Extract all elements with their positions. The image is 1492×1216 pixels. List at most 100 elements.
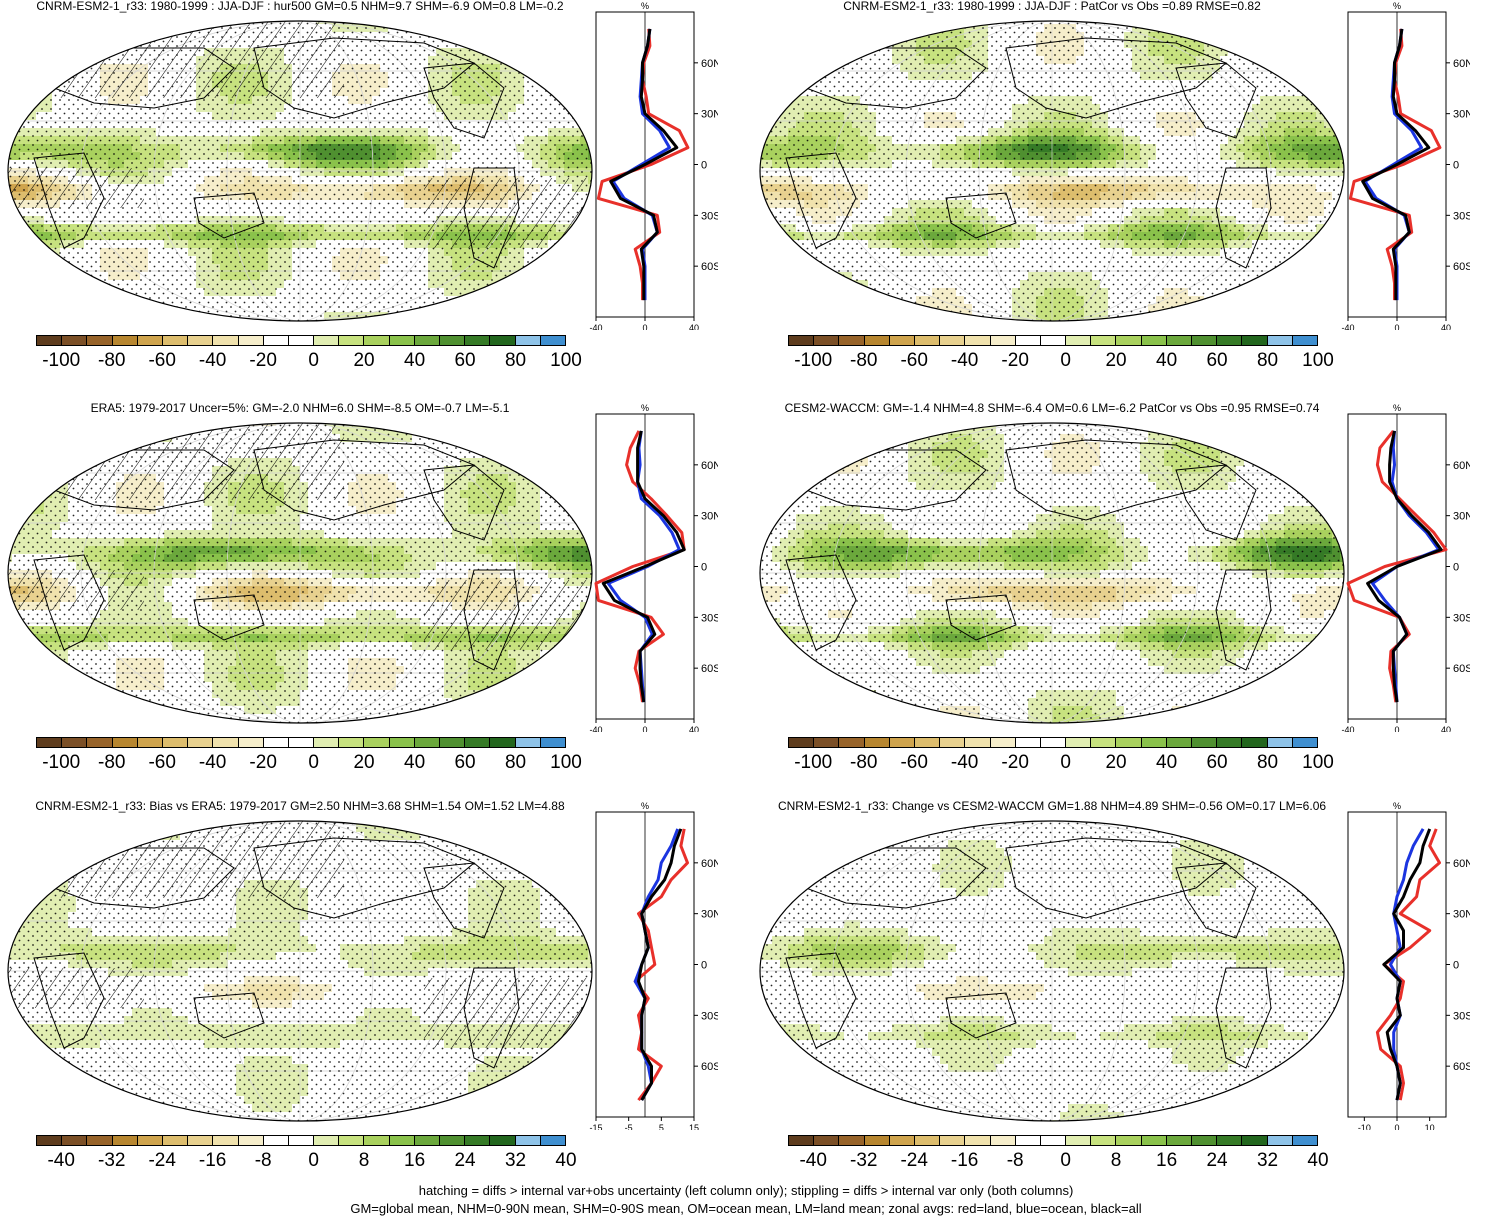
colorbar-tick-label: 80 — [505, 350, 526, 372]
zonal-unit: % — [641, 403, 649, 413]
colorbar-tick-label: 60 — [1206, 752, 1227, 774]
colorbar-tick-label: 16 — [404, 1150, 425, 1172]
colorbar-tick-label: 32 — [1257, 1150, 1278, 1172]
zonal-x-tick-label: 40 — [1441, 323, 1451, 330]
colorbar-tick-label: -32 — [850, 1150, 877, 1172]
colorbar-tick-label: 0 — [1060, 1150, 1071, 1172]
colorbar-tick-label: 80 — [1257, 752, 1278, 774]
panel-1: CNRM-ESM2-1_r33: 1980-1999 : JJA-DJF : h… — [0, 0, 720, 385]
colorbar-tick-label: 0 — [308, 350, 319, 372]
map — [4, 808, 596, 1126]
panel-4: CESM2-WACCM: GM=-1.4 NHM=4.8 SHM=-6.4 OM… — [752, 402, 1472, 787]
zonal-x-tick-label: -15 — [589, 1123, 602, 1130]
colorbar-tick-label: -8 — [1007, 1150, 1024, 1172]
zonal-x-tick-label: 5 — [659, 1123, 664, 1130]
colorbar-tick-label: -20 — [1001, 350, 1028, 372]
map — [4, 8, 596, 326]
colorbar-tick-label: -100 — [794, 350, 832, 372]
colorbar-tick-label: -80 — [850, 350, 877, 372]
colorbar-tick-label: 100 — [550, 752, 582, 774]
map — [4, 410, 596, 728]
colorbar-tick-label: 20 — [1105, 350, 1126, 372]
colorbar-tick-label: -20 — [249, 752, 276, 774]
lat-tick-label: 30S — [1453, 1010, 1470, 1022]
colorbar-tick-label: 20 — [353, 752, 374, 774]
colorbar-tick-label: 40 — [404, 752, 425, 774]
colorbar-tick-label: -40 — [951, 350, 978, 372]
zonal-x-tick-label: 40 — [689, 725, 699, 732]
colorbar-tick-label: 24 — [1206, 1150, 1227, 1172]
zonal-x-tick-label: -5 — [625, 1123, 633, 1130]
zonal-unit: % — [641, 1, 649, 11]
colorbar-tick-label: 100 — [1302, 752, 1334, 774]
colorbar-tick-label: 100 — [1302, 350, 1334, 372]
lat-tick-label: 30N — [1453, 511, 1470, 523]
lat-tick-label: 60S — [701, 1061, 718, 1073]
colorbar-tick-label: 40 — [1307, 1150, 1328, 1172]
colorbar-tick-label: -24 — [148, 1150, 175, 1172]
colorbar-tick-label: -100 — [42, 752, 80, 774]
colorbar-tick-label: 40 — [1156, 752, 1177, 774]
colorbar-tick-label: 24 — [454, 1150, 475, 1172]
colorbar-tick-label: 100 — [550, 350, 582, 372]
colorbar-tick-label: 60 — [454, 752, 475, 774]
colorbar-tick-label: -16 — [199, 1150, 226, 1172]
lat-tick-label: 30N — [701, 909, 718, 921]
lat-tick-label: 60N — [701, 58, 718, 70]
zonal-x-tick-label: 40 — [1441, 725, 1451, 732]
colorbar-tick-label: -80 — [850, 752, 877, 774]
lat-tick-label: 0 — [1453, 160, 1459, 172]
lat-tick-label: 60N — [1453, 460, 1470, 472]
colorbar-tick-label: -20 — [249, 350, 276, 372]
map — [756, 808, 1348, 1126]
colorbar-tick-label: -100 — [42, 350, 80, 372]
lat-tick-label: 30S — [701, 612, 718, 624]
lat-tick-label: 60N — [1453, 858, 1470, 870]
colorbar-tick-label: 40 — [404, 350, 425, 372]
colorbar-tick-label: 16 — [1156, 1150, 1177, 1172]
colorbar-tick-label: 8 — [359, 1150, 370, 1172]
colorbar-tick-label: -40 — [47, 1150, 74, 1172]
panel-6: CNRM-ESM2-1_r33: Change vs CESM2-WACCM G… — [752, 800, 1472, 1185]
colorbar-tick-label: -80 — [98, 350, 125, 372]
colorbar-tick-label: -40 — [951, 752, 978, 774]
colorbar-tick-label: -60 — [900, 350, 927, 372]
lat-tick-label: 30S — [1453, 210, 1470, 222]
zonal-x-tick-label: 0 — [1394, 323, 1399, 330]
lat-tick-label: 60S — [1453, 663, 1470, 675]
zonal-x-tick-label: 40 — [689, 323, 699, 330]
colorbar-tick-label: -8 — [255, 1150, 272, 1172]
footnote-line-1: hatching = diffs > internal var+obs unce… — [0, 1183, 1492, 1198]
map — [756, 8, 1348, 326]
colorbar-tick-label: -20 — [1001, 752, 1028, 774]
lat-tick-label: 60S — [701, 261, 718, 273]
colorbar-tick-label: 0 — [308, 1150, 319, 1172]
zonal-x-tick-label: -10 — [1358, 1123, 1371, 1130]
lat-tick-label: 0 — [701, 160, 707, 172]
colorbar-tick-label: 60 — [454, 350, 475, 372]
zonal-x-tick-label: -40 — [1341, 725, 1354, 732]
lat-tick-label: 30N — [701, 511, 718, 523]
zonal-x-tick-label: -40 — [589, 725, 602, 732]
zonal-x-tick-label: 0 — [642, 725, 647, 732]
lat-tick-label: 30S — [701, 1010, 718, 1022]
colorbar-tick-label: 8 — [1111, 1150, 1122, 1172]
colorbar-tick-label: -60 — [148, 350, 175, 372]
lat-tick-label: 0 — [701, 562, 707, 574]
zonal-x-tick-label: 0 — [642, 323, 647, 330]
panel-2: CNRM-ESM2-1_r33: 1980-1999 : JJA-DJF : P… — [752, 0, 1472, 385]
lat-tick-label: 0 — [1453, 562, 1459, 574]
lat-tick-label: 0 — [1453, 960, 1459, 972]
colorbar-tick-label: 80 — [505, 752, 526, 774]
colorbar-tick-label: -60 — [148, 752, 175, 774]
